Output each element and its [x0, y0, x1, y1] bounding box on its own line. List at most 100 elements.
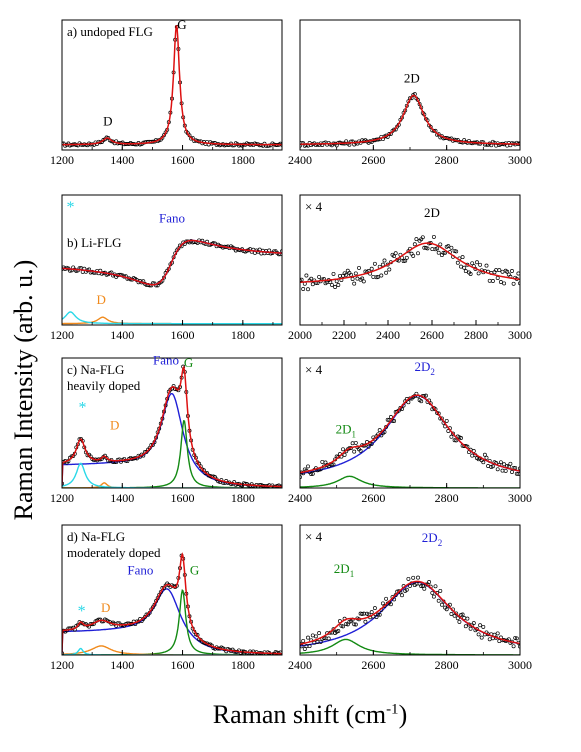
data-point: [516, 271, 520, 276]
x-tick-label: 2400: [288, 153, 312, 167]
data-point: [377, 612, 382, 617]
data-point: [436, 598, 441, 603]
data-point: [427, 580, 432, 584]
x-tick-label: 2800: [435, 153, 459, 167]
data-point: [300, 644, 304, 649]
data-point: [503, 468, 508, 473]
data-point: [360, 612, 365, 616]
data-point: [162, 275, 166, 280]
data-point: [380, 262, 385, 267]
series-line-G: [62, 420, 282, 488]
data-point: [487, 637, 492, 642]
annotation: D: [96, 292, 105, 307]
x-tick-label: 2400: [376, 328, 400, 342]
panel-a-right: 2400 2600 2800 3000 2D: [288, 19, 532, 167]
data-point: [430, 590, 435, 595]
data-point: [462, 265, 467, 270]
data-point: [353, 622, 358, 627]
panel-label: moderately doped: [67, 545, 161, 560]
data-point: [425, 246, 430, 251]
panel-c-right: 2400 2600 2800 3000 × 4 2D1 2D2: [288, 357, 532, 505]
data-point: [361, 279, 366, 284]
data-point: [302, 647, 307, 651]
data-point: [514, 471, 519, 476]
data-point: [495, 631, 500, 636]
data-point: [334, 279, 339, 284]
x-tick-label: 1600: [171, 328, 195, 342]
data-point: [475, 260, 479, 265]
panel-label: × 4: [305, 199, 323, 214]
data-point: [470, 261, 475, 266]
data-point: [459, 436, 463, 440]
data-point: [376, 274, 381, 279]
data-point: [357, 265, 361, 270]
data-point: [331, 462, 336, 467]
x-tick-label: 2600: [361, 153, 385, 167]
data-point: [420, 235, 425, 240]
x-tick-label: 2800: [435, 658, 459, 672]
x-tick-label: 1200: [50, 491, 74, 505]
y-axis-label-global: Raman Intensity (arb. u.): [9, 260, 38, 521]
plot-frame: [61, 194, 283, 326]
data-point: [452, 438, 457, 443]
panel-label: × 4: [305, 529, 323, 544]
data-point: [460, 612, 465, 617]
data-point: [439, 602, 444, 607]
series-line-fit: [62, 552, 282, 655]
data-point: [336, 629, 341, 633]
data-point: [478, 262, 483, 267]
plot-frame: [61, 524, 283, 656]
data-point: [438, 588, 443, 593]
x-tick-label: 3000: [508, 491, 532, 505]
annotation-sub: 1: [352, 429, 357, 439]
data-point: [454, 611, 459, 616]
data-point: [385, 417, 390, 422]
series-line-fit: [62, 25, 282, 146]
series-line-fit: [300, 94, 520, 145]
data-point: [433, 584, 438, 589]
data-point: [341, 447, 345, 452]
data-point: [502, 462, 507, 467]
data-point: [481, 624, 486, 629]
data-point: [416, 575, 420, 580]
series-line-fit: [300, 394, 520, 474]
data-point: [510, 470, 514, 474]
data-point: [317, 631, 322, 636]
data-point: [360, 276, 365, 281]
annotation: *: [78, 400, 86, 417]
data-point: [392, 127, 397, 132]
x-tick-label: 1400: [110, 328, 134, 342]
data-point: [455, 260, 460, 265]
annotation: *: [78, 603, 86, 620]
data-point: [388, 602, 393, 607]
data-point: [358, 448, 363, 453]
panel-d-right: 2400 2600 2800 3000 × 4 2D1 2D2: [288, 524, 532, 672]
data-point: [392, 419, 397, 423]
data-point: [444, 418, 449, 423]
data-point: [353, 271, 358, 276]
data-point: [454, 249, 459, 254]
data-point: [468, 626, 473, 631]
data-point: [498, 280, 503, 284]
y-axis-label-text: Raman Intensity (arb. u.): [9, 260, 38, 521]
data-point: [309, 276, 314, 281]
data-point: [481, 460, 486, 465]
annotation-sub: 1: [350, 569, 355, 579]
data-point: [366, 612, 371, 617]
data-point: [396, 258, 401, 263]
data-point: [465, 616, 470, 621]
data-point: [451, 431, 455, 436]
data-point: [406, 576, 411, 581]
data-point: [307, 644, 312, 649]
series-line-star: [62, 311, 282, 325]
panel-label: d) Na-FLG: [67, 529, 125, 544]
data-point: [431, 128, 436, 133]
data-point: [459, 264, 463, 269]
annotation-sub: 2: [430, 367, 435, 377]
data-point: [317, 274, 322, 279]
data-point: [479, 635, 484, 640]
data-point: [449, 245, 454, 250]
data-point: [475, 627, 479, 632]
data-point: [372, 606, 377, 611]
